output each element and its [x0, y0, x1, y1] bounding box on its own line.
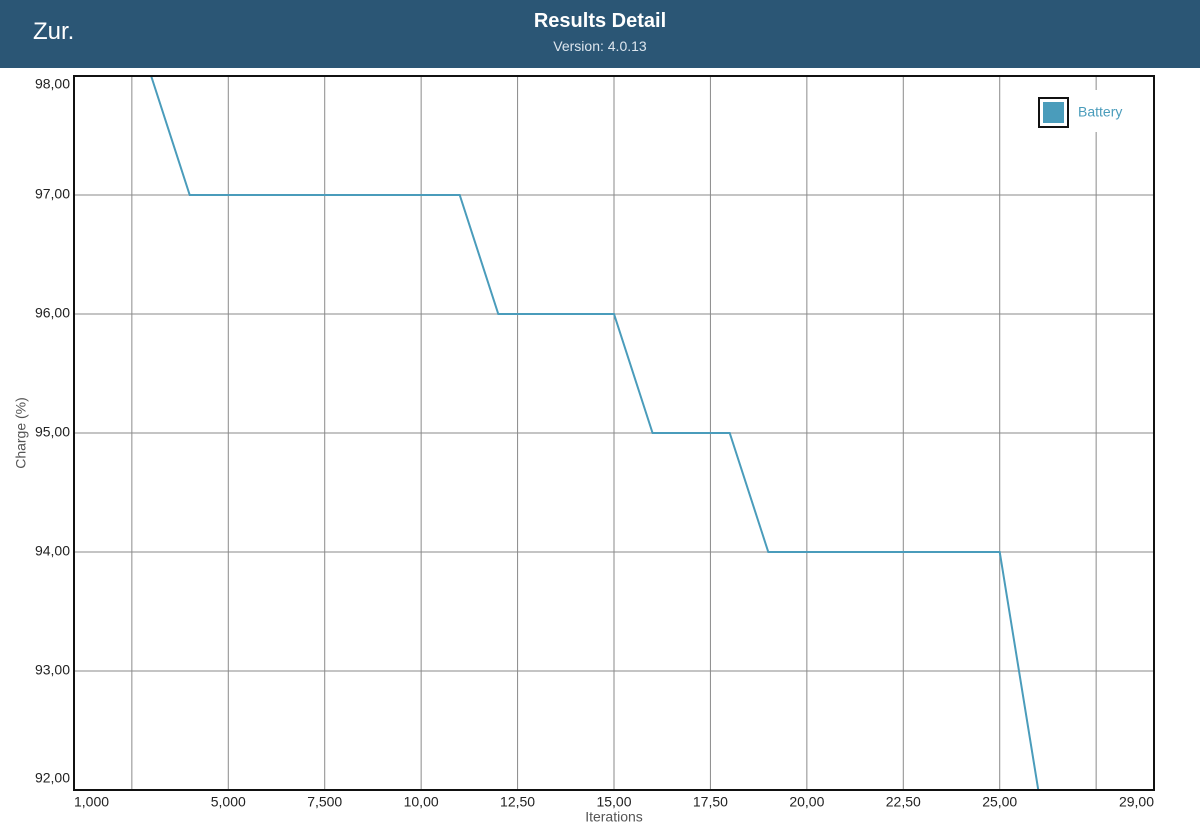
y-tick-label: 94,00 [35, 543, 70, 559]
version-text: Version: 4.0.13 [553, 38, 647, 54]
x-tick-label: 15,00 [596, 794, 631, 810]
x-tick-label: 29,00 [1119, 794, 1154, 810]
x-tick-label: 22,50 [886, 794, 921, 810]
plot-border [73, 75, 1155, 791]
page-title: Results Detail [533, 10, 667, 32]
x-tick-label: 5,000 [211, 794, 246, 810]
x-tick-label: 10,00 [404, 794, 439, 810]
x-tick-label: 25,00 [982, 794, 1017, 810]
y-tick-label: 92,00 [35, 770, 70, 786]
y-tick-label: 95,00 [35, 424, 70, 440]
y-axis-label: Charge (%) [13, 397, 29, 469]
x-tick-label: 20,00 [789, 794, 824, 810]
y-tick-label: 97,00 [35, 186, 70, 202]
x-tick-label: 17,50 [693, 794, 728, 810]
header-bar: Zur. Results Detail Version: 4.0.13 [0, 0, 1200, 68]
x-tick-label: 7,500 [307, 794, 342, 810]
back-button[interactable]: Zur. [33, 18, 75, 45]
x-axis-label: Iterations [585, 809, 643, 825]
y-tick-label: 96,00 [35, 305, 70, 321]
y-tick-label: 98,00 [35, 76, 70, 92]
legend-label: Battery [1078, 104, 1122, 120]
y-tick-label: 93,00 [35, 662, 70, 678]
data-line [74, 75, 1154, 791]
legend-swatch [1043, 102, 1064, 123]
x-tick-label: 1,000 [74, 794, 109, 810]
x-tick-label: 12,50 [500, 794, 535, 810]
